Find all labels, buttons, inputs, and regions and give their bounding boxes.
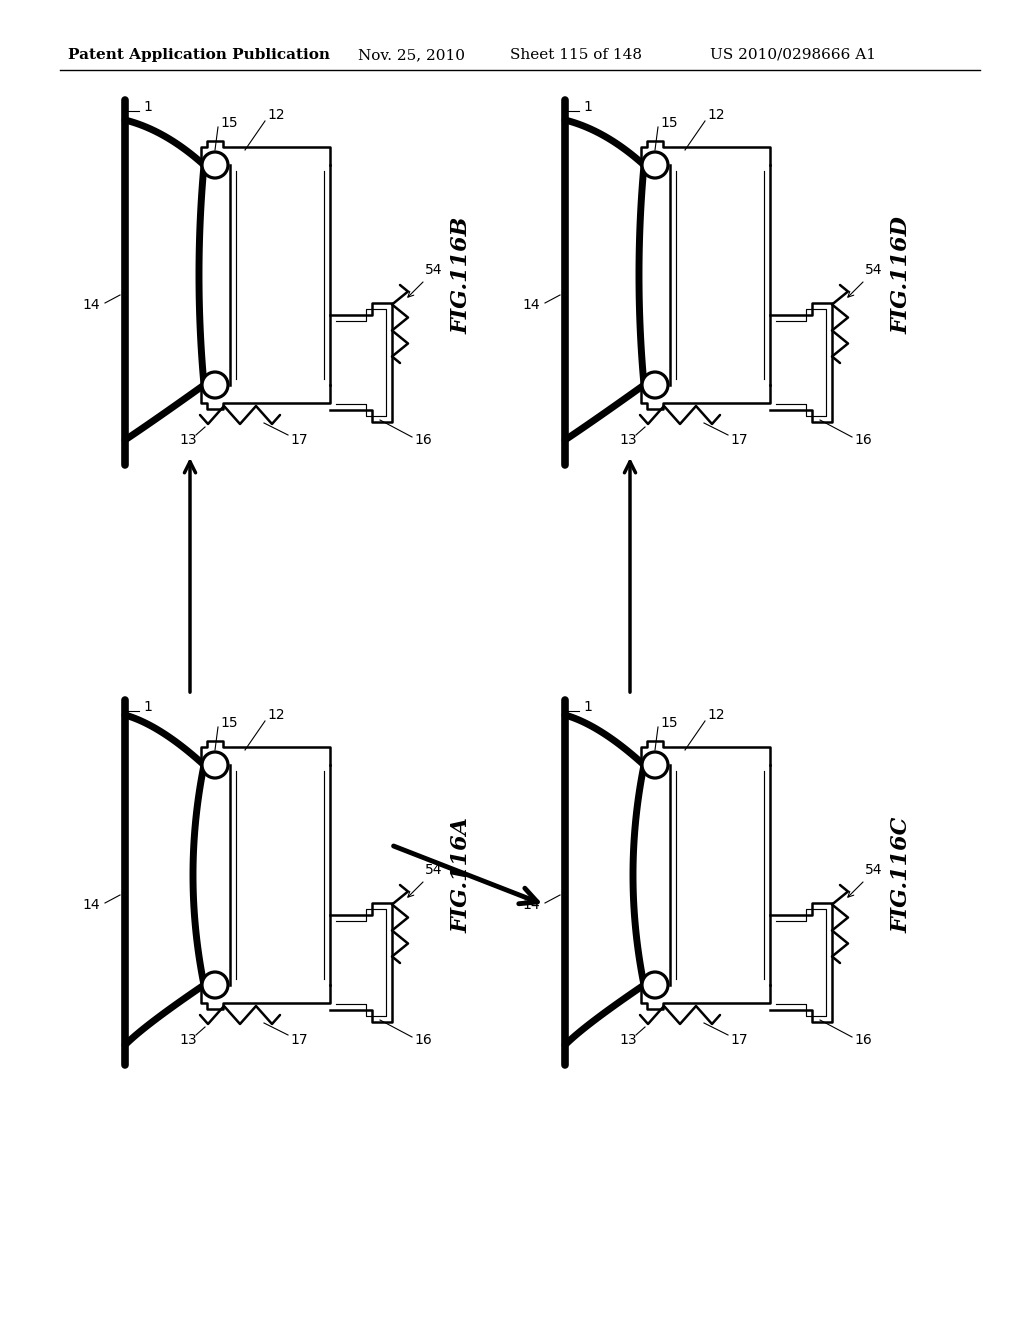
Text: 12: 12 — [267, 708, 285, 722]
Text: 16: 16 — [414, 433, 432, 447]
Text: 1: 1 — [143, 100, 152, 114]
Text: 14: 14 — [522, 298, 540, 312]
Text: 1: 1 — [583, 100, 592, 114]
Text: 12: 12 — [267, 108, 285, 121]
Text: 12: 12 — [707, 108, 725, 121]
Text: FIG.116A: FIG.116A — [451, 817, 473, 933]
Text: 54: 54 — [425, 863, 442, 876]
Text: 13: 13 — [620, 1034, 637, 1047]
Text: 15: 15 — [660, 116, 678, 129]
Text: 15: 15 — [220, 116, 238, 129]
Text: 16: 16 — [854, 433, 871, 447]
Text: 15: 15 — [660, 715, 678, 730]
Circle shape — [642, 152, 668, 178]
Text: 12: 12 — [707, 708, 725, 722]
Text: Sheet 115 of 148: Sheet 115 of 148 — [510, 48, 642, 62]
Text: Nov. 25, 2010: Nov. 25, 2010 — [358, 48, 465, 62]
Text: 13: 13 — [179, 1034, 197, 1047]
Text: 54: 54 — [865, 263, 883, 277]
Text: 13: 13 — [179, 433, 197, 447]
Circle shape — [202, 152, 228, 178]
Circle shape — [642, 752, 668, 777]
Text: US 2010/0298666 A1: US 2010/0298666 A1 — [710, 48, 876, 62]
Circle shape — [202, 752, 228, 777]
Text: 54: 54 — [865, 863, 883, 876]
Text: Patent Application Publication: Patent Application Publication — [68, 48, 330, 62]
Text: 1: 1 — [583, 700, 592, 714]
Text: 17: 17 — [730, 1034, 748, 1047]
Text: 16: 16 — [414, 1034, 432, 1047]
Text: FIG.116B: FIG.116B — [451, 216, 473, 334]
Circle shape — [202, 372, 228, 399]
Text: 15: 15 — [220, 715, 238, 730]
Text: 14: 14 — [82, 298, 100, 312]
Text: 17: 17 — [730, 433, 748, 447]
Text: 16: 16 — [854, 1034, 871, 1047]
Circle shape — [202, 972, 228, 998]
Text: 1: 1 — [143, 700, 152, 714]
Text: 14: 14 — [522, 898, 540, 912]
Text: 13: 13 — [620, 433, 637, 447]
Text: 14: 14 — [82, 898, 100, 912]
Text: FIG.116D: FIG.116D — [891, 216, 913, 334]
Text: 54: 54 — [425, 263, 442, 277]
Text: 17: 17 — [290, 1034, 307, 1047]
Text: 17: 17 — [290, 433, 307, 447]
Circle shape — [642, 972, 668, 998]
Text: FIG.116C: FIG.116C — [891, 817, 913, 933]
Circle shape — [642, 372, 668, 399]
